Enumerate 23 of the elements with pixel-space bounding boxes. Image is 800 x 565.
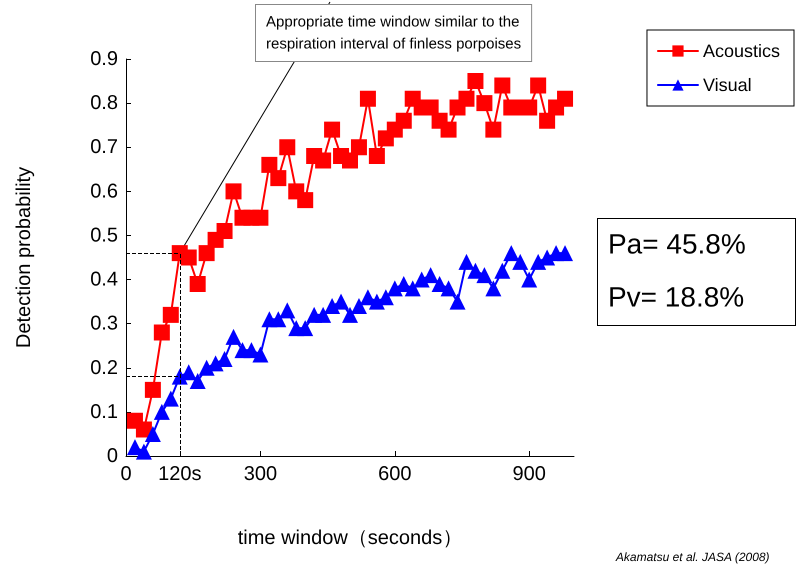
x-tick-label: 300: [244, 463, 278, 485]
y-tick-label: 0.8: [90, 92, 118, 114]
y-tick-label: 0.2: [90, 356, 118, 379]
y-tick-label: 0.1: [90, 400, 118, 423]
annotation: Appropriate time window similar to the respiration interval of finless porpoises: [266, 14, 522, 52]
legend-label: Visual: [702, 75, 752, 95]
x-axis-title: time window（seconds）: [238, 527, 462, 549]
text: Pa= 45.8%: [608, 228, 746, 260]
y-tick-label: 0.5: [90, 224, 118, 246]
text: Pv= 18.8%: [608, 282, 744, 312]
legend-label: Acoustics: [702, 41, 780, 61]
text: Akamatsu et al. JASA (2008): [614, 550, 770, 564]
y-tick-label: 0.7: [90, 136, 118, 158]
y-tick-label: 0.9: [90, 48, 118, 70]
y-tick-label: 0: [106, 445, 118, 467]
x-tick-label: 600: [378, 463, 412, 485]
x-tick-label: 0: [120, 463, 132, 485]
y-tick-label: 0.6: [90, 180, 118, 202]
x-tick-label: 900: [512, 463, 546, 485]
x-tick-label: 120s: [158, 463, 202, 485]
y-tick-label: 0.4: [90, 268, 118, 291]
y-tick-label: 0.3: [90, 312, 118, 335]
y-axis-title: Detection probability: [13, 166, 35, 348]
